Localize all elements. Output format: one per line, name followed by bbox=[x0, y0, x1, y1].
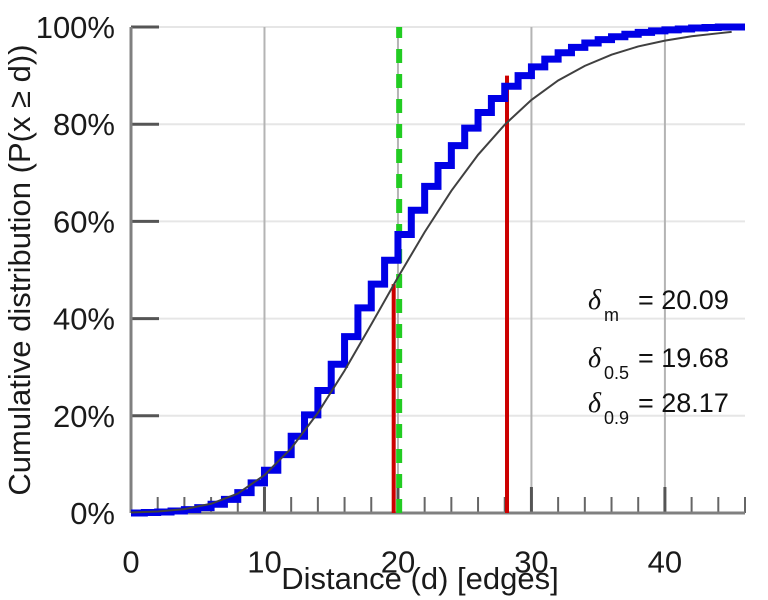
annotation-value: = 19.68 bbox=[638, 343, 729, 373]
axis-lines bbox=[129, 27, 745, 515]
y-tick-label: 0% bbox=[70, 496, 115, 531]
x-axis-minor-ticks bbox=[156, 497, 746, 513]
x-tick-label: 0 bbox=[122, 544, 139, 579]
annotation-subscript: 0.5 bbox=[604, 363, 629, 383]
y-tick-labels: 0% 20% 40% 60% 80% 100% bbox=[36, 10, 115, 531]
annotation-symbol: δ bbox=[588, 285, 602, 316]
x-tick-labels: 0 10 20 30 40 bbox=[122, 544, 682, 579]
annotation-subscript: m bbox=[604, 305, 619, 325]
data-series-layer bbox=[130, 23, 745, 517]
annotation-symbol: δ bbox=[588, 388, 602, 419]
annotation-value: = 28.17 bbox=[638, 388, 729, 418]
x-axis-major-ticks bbox=[262, 27, 667, 513]
y-tick-label: 40% bbox=[53, 302, 115, 337]
x-axis-title: Distance (d) [edges] bbox=[281, 561, 558, 596]
fitted-cdf-curve bbox=[130, 30, 732, 514]
annotation-symbol: δ bbox=[588, 343, 602, 374]
empirical-cdf-staircase bbox=[131, 23, 745, 517]
y-tick-label: 80% bbox=[53, 107, 115, 142]
x-tick-label: 40 bbox=[648, 544, 682, 579]
x-tick-label: 30 bbox=[514, 544, 548, 579]
marker-lines bbox=[391, 27, 510, 513]
y-tick-label: 20% bbox=[53, 399, 115, 434]
x-tick-label: 10 bbox=[247, 544, 281, 579]
annotation-value: = 20.09 bbox=[638, 285, 729, 315]
y-axis-ticks bbox=[131, 25, 159, 515]
grid-lines bbox=[131, 26, 745, 417]
annotation-subscript: 0.9 bbox=[604, 408, 629, 428]
y-axis-title: Cumulative distribution (P(x ≥ d)) bbox=[2, 44, 37, 495]
x-tick-label: 20 bbox=[381, 544, 415, 579]
y-tick-label: 60% bbox=[53, 204, 115, 239]
y-tick-label: 100% bbox=[36, 10, 115, 45]
annotation-block: δ m = 20.09δ 0.5 = 19.68δ 0.9 = 28.17 bbox=[588, 285, 729, 428]
